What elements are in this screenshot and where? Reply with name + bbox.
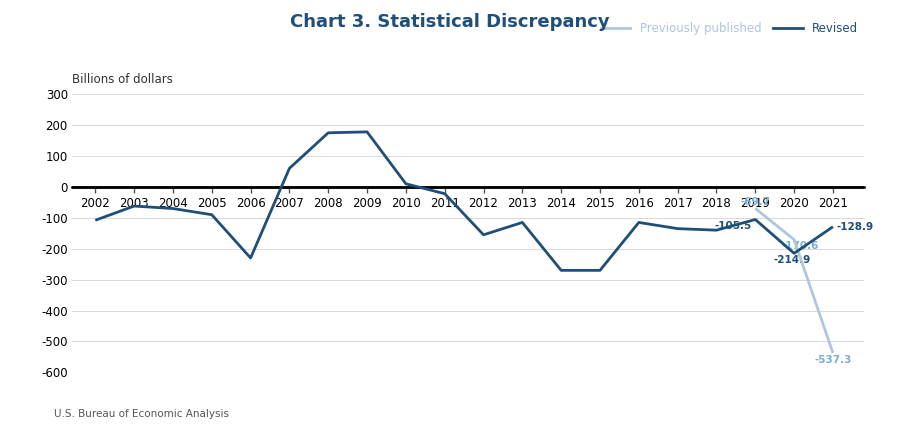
Text: Chart 3. Statistical Discrepancy: Chart 3. Statistical Discrepancy <box>290 13 610 31</box>
Legend: Previously published, Revised: Previously published, Revised <box>600 22 858 35</box>
Text: -69.7: -69.7 <box>741 196 770 207</box>
Text: -170.6: -170.6 <box>781 241 819 251</box>
Text: U.S. Bureau of Economic Analysis: U.S. Bureau of Economic Analysis <box>54 410 229 419</box>
Text: -105.5: -105.5 <box>715 221 752 231</box>
Text: -128.9: -128.9 <box>836 222 873 232</box>
Text: -214.9: -214.9 <box>774 255 811 265</box>
Text: -537.3: -537.3 <box>814 354 851 365</box>
Text: Billions of dollars: Billions of dollars <box>72 73 173 86</box>
